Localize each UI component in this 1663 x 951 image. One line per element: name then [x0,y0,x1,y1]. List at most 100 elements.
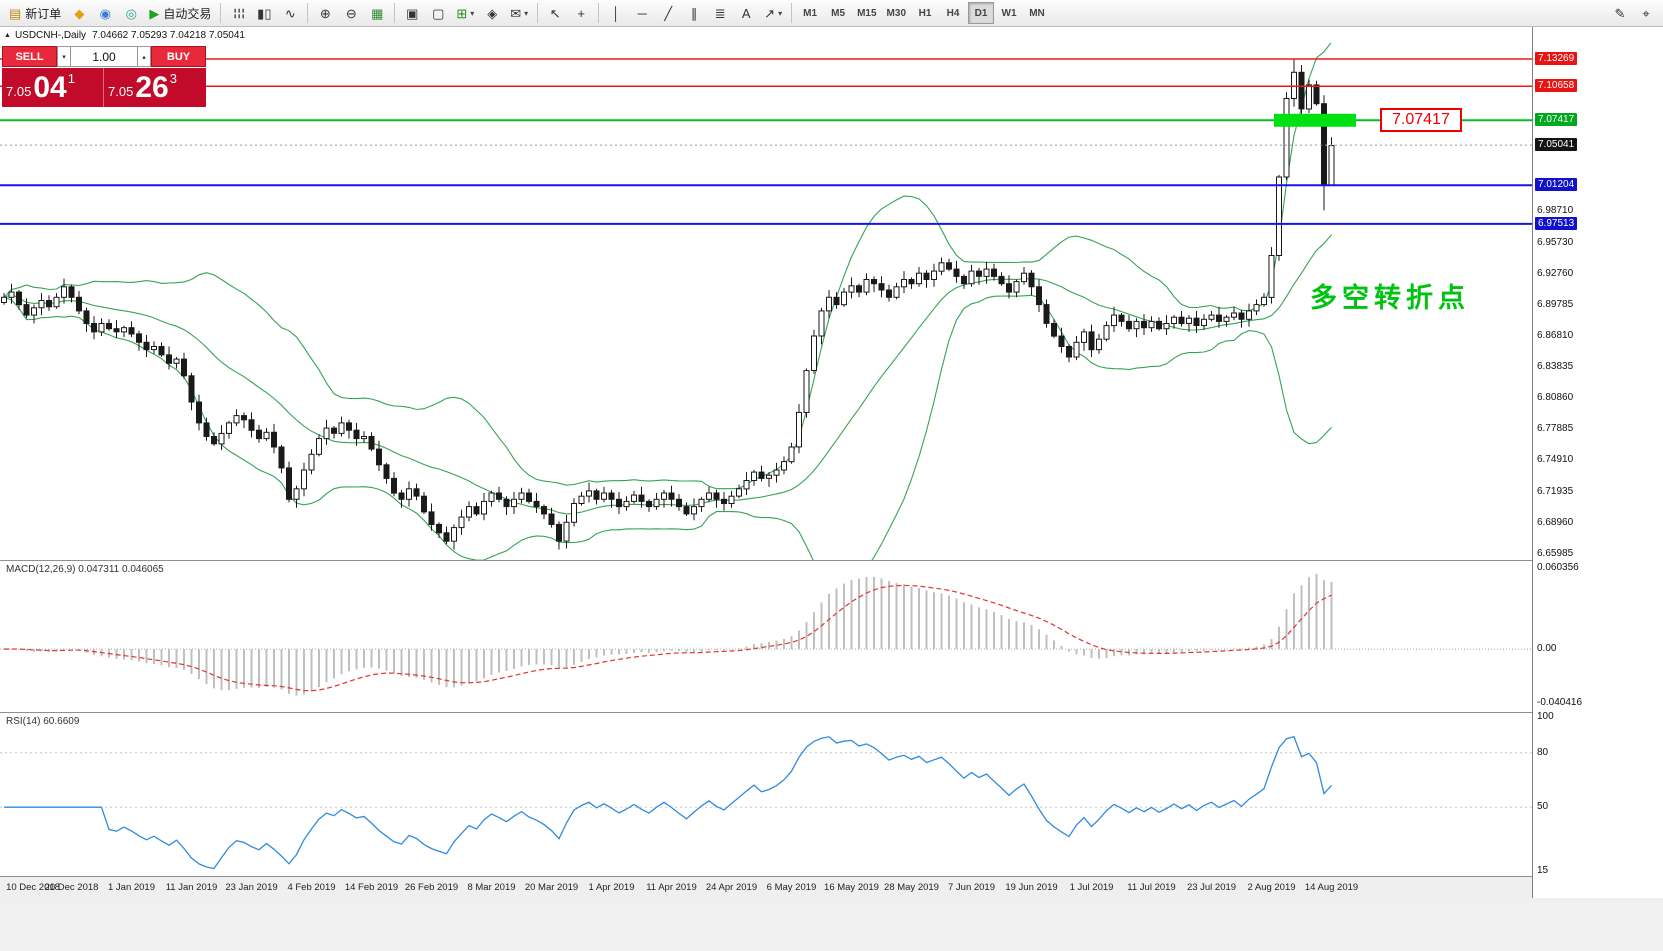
rsi-indicator-pane[interactable] [0,713,1532,876]
date-tick-label: 11 Jan 2019 [165,882,218,893]
mail-caret-icon[interactable]: ▾ [524,8,529,18]
spinner-up-icon: ▴ [142,53,146,61]
zoom-out-button[interactable]: ⊖ [339,2,363,24]
autotrading-button[interactable]: ▶ 自动交易 [145,2,215,24]
date-tick-label: 8 Mar 2019 [467,882,516,893]
arrow-objects-caret-icon[interactable]: ▾ [778,8,783,18]
chart-annotation-text: 多空转折点 [1310,283,1470,313]
cursor-button[interactable]: ↖ [543,2,567,24]
date-tick-label: 14 Feb 2019 [344,882,399,893]
pointer-tool-button[interactable]: ⌖ [1634,2,1658,24]
pane-separator[interactable] [0,712,1532,713]
timeframe-m5-button[interactable]: M5 [825,2,851,24]
community-button[interactable]: ◉ [93,2,117,24]
date-tick-label: 11 Jul 2019 [1127,882,1176,893]
add-indicator-button[interactable]: ⊞ ▾ [452,2,478,24]
market-button[interactable]: ◆ [67,2,91,24]
sell-price-display[interactable]: 7.05 04 1 [2,68,104,107]
crosshair-icon: + [577,5,585,21]
horizontal-line-button[interactable]: ─ [630,2,654,24]
chart-bars-button[interactable]: ☷ [226,2,250,24]
collapse-triangle-icon[interactable]: ▲ [4,31,11,39]
timeframe-m1-button[interactable]: M1 [797,2,823,24]
community-icon: ◉ [99,5,111,21]
cascade-windows-icon: ▣ [406,5,419,21]
timeframe-mn-button[interactable]: MN [1024,2,1050,24]
edit-pencil-button[interactable]: ✎ [1608,2,1632,24]
volume-decrease-button[interactable]: ▾ [57,46,71,67]
date-tick-label: 20 Dec 2018 [44,882,99,893]
axis-tick-label: 50 [1537,801,1549,813]
axis-tick-label: 0.060356 [1537,561,1579,573]
axis-tick-label: 6.86810 [1537,329,1574,341]
channel-button[interactable]: ∥ [682,2,706,24]
date-tick-label: 10 Dec 2018 [6,882,60,893]
date-tick-label: 19 Jun 2019 [1005,882,1058,893]
date-tick-label: 24 Apr 2019 [705,882,758,893]
price-tag: 6.97513 [1535,216,1578,230]
timeframe-w1-button[interactable]: W1 [996,2,1022,24]
crosshair-button[interactable]: + [569,2,593,24]
timeframe-h1-button[interactable]: H1 [912,2,938,24]
axis-tick-label: 6.92760 [1537,267,1574,279]
arrow-objects-button[interactable]: ↗ ▾ [760,2,786,24]
timeframe-h4-button[interactable]: H4 [940,2,966,24]
date-tick-label: 20 Mar 2019 [524,882,579,893]
timeframe-d1-button[interactable]: D1 [968,2,994,24]
arrange-windows-button[interactable]: ▢ [426,2,450,24]
chart-candles-icon: ▮▯ [257,5,272,21]
help-button[interactable]: ◎ [119,2,143,24]
buy-button[interactable]: BUY [151,46,206,67]
sell-price-prefix: 7.05 [6,84,32,99]
volume-input[interactable] [71,46,137,67]
navigator-icon: ◈ [487,5,498,21]
horizontal-line-icon: ─ [637,5,647,21]
channel-icon: ∥ [690,5,698,21]
tile-windows-button[interactable]: ▦ [365,2,389,24]
sell-price-pip-digit: 1 [67,71,75,86]
new-order-button[interactable]: ▤ 新订单 [5,2,65,24]
toolbar-separator [598,3,600,23]
level-callout-label[interactable]: 7.07417 [1380,108,1462,133]
price-axis[interactable]: 6.98710 6.95730 6.92760 6.89785 6.86810 6.838… [1532,27,1663,898]
axis-tick-label: 15 [1537,864,1549,876]
vertical-line-button[interactable]: │ [604,2,628,24]
chart-line-button[interactable]: ∿ [278,2,302,24]
arrange-windows-icon: ▢ [432,5,445,21]
autotrading-icon: ▶ [149,5,160,21]
toolbar-separator [537,3,539,23]
macd-indicator-pane[interactable] [0,561,1532,712]
buy-button-label: BUY [166,50,191,63]
axis-tick-label: 0.00 [1537,643,1557,655]
buy-price-display[interactable]: 7.05 26 3 [104,68,206,107]
zoom-in-button[interactable]: ⊕ [313,2,337,24]
zoom-in-icon: ⊕ [319,5,331,21]
date-tick-label: 7 Jun 2019 [947,882,995,893]
chart-candles-button[interactable]: ▮▯ [252,2,276,24]
price-tag: 7.07417 [1535,113,1578,127]
chart-ohlc-values: 7.04662 7.05293 7.04218 7.05041 [92,29,245,41]
timeframe-m30-button[interactable]: M30 [883,2,910,24]
timeframe-m15-button[interactable]: M15 [853,2,880,24]
date-tick-label: 28 May 2019 [884,882,939,893]
axis-tick-label: 80 [1537,746,1549,758]
pointer-tool-icon: ⌖ [1642,5,1650,21]
mail-button[interactable]: ✉ ▾ [506,2,532,24]
new-order-icon: ▤ [9,5,22,21]
fibonacci-button[interactable]: ≣ [708,2,732,24]
price-chart-pane[interactable] [0,43,1532,560]
axis-tick-label: 6.83835 [1537,361,1574,373]
navigator-button[interactable]: ◈ [480,2,504,24]
add-indicator-caret-icon[interactable]: ▾ [470,8,475,18]
axis-tick-label: 6.65985 [1537,547,1574,559]
text-button[interactable]: A [734,2,758,24]
cascade-windows-button[interactable]: ▣ [400,2,424,24]
edit-pencil-icon: ✎ [1614,5,1626,21]
time-axis[interactable]: 10 Dec 2018 20 Dec 2018 1 Jan 2019 11 Jan 2… [0,876,1532,898]
volume-increase-button[interactable]: ▴ [137,46,151,67]
toolbar-separator [220,3,222,23]
sell-button[interactable]: SELL [2,46,57,67]
trendline-button[interactable]: ╱ [656,2,680,24]
pane-separator[interactable] [0,560,1532,561]
chart-symbol-title: USDCNH-,Daily [14,29,87,41]
